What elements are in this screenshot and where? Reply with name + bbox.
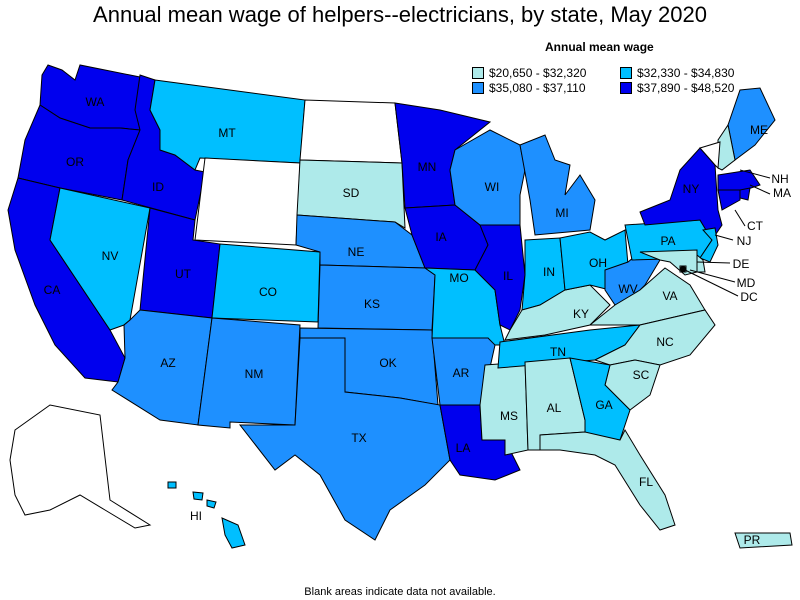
state-ky (504, 284, 611, 341)
state-label-tn: TN (550, 345, 566, 359)
state-label-wi: WI (485, 180, 500, 194)
state-label-nj: NJ (737, 234, 752, 248)
state-label-ct: CT (747, 219, 764, 233)
state-label-pr: PR (744, 533, 761, 547)
state-label-ma: MA (773, 186, 791, 200)
state-label-ms: MS (500, 409, 518, 423)
legend-item-2: $32,330 - $34,830 (620, 66, 734, 80)
footnote: Blank areas indicate data not available. (304, 586, 496, 598)
legend-title: Annual mean wage (545, 40, 654, 54)
state-label-sd: SD (343, 186, 360, 200)
state-hi-island-3 (206, 499, 217, 509)
state-label-oh: OH (589, 256, 607, 270)
state-label-ok: OK (379, 356, 396, 370)
legend-item-1: $20,650 - $32,320 (472, 66, 586, 80)
map-title: Annual mean wage of helpers--electrician… (93, 2, 707, 27)
state-label-dc: DC (740, 290, 758, 304)
state-tx (238, 337, 451, 541)
legend-swatch-2 (620, 67, 632, 79)
state-sd (296, 159, 406, 229)
state-label-nv: NV (102, 249, 119, 263)
state-label-id: ID (152, 180, 164, 194)
dc-marker (680, 266, 686, 272)
state-label-in: IN (543, 265, 555, 279)
state-label-il: IL (503, 269, 513, 283)
state-label-ca: CA (44, 283, 61, 297)
state-ny (639, 147, 723, 241)
state-label-ia: IA (435, 230, 446, 244)
state-label-md: MD (737, 276, 756, 290)
state-mi (519, 134, 596, 236)
state-ak (9, 404, 152, 529)
state-label-ut: UT (175, 267, 192, 281)
state-il (474, 224, 526, 331)
state-label-az: AZ (160, 356, 175, 370)
legend-label-2: $32,330 - $34,830 (637, 66, 735, 80)
state-label-nm: NM (245, 367, 264, 381)
state-wy (194, 157, 301, 246)
state-hi-island-1 (167, 481, 177, 489)
state-hi-island-2 (192, 491, 204, 501)
state-wi (449, 129, 526, 226)
state-label-wv: WV (618, 282, 637, 296)
state-label-me: ME (750, 123, 768, 137)
state-label-ga: GA (595, 398, 612, 412)
legend-swatch-4 (620, 82, 632, 94)
state-label-mi: MI (555, 206, 568, 220)
state-ri (739, 187, 751, 201)
state-hi (221, 517, 246, 549)
state-label-nc: NC (656, 335, 674, 349)
state-label-tx: TX (351, 431, 366, 445)
state-fl (539, 428, 676, 531)
state-label-mo: MO (449, 271, 468, 285)
state-co (211, 243, 321, 323)
state-label-de: DE (733, 257, 750, 271)
state-ct (717, 189, 741, 211)
state-label-mt: MT (218, 126, 236, 140)
legend-label-4: $37,890 - $48,520 (637, 81, 735, 95)
state-label-co: CO (259, 285, 277, 299)
state-label-ky: KY (573, 307, 589, 321)
state-nm (197, 317, 301, 429)
state-label-hi: HI (190, 509, 202, 523)
state-label-va: VA (662, 289, 677, 303)
state-label-la: LA (456, 441, 471, 455)
state-label-pa: PA (660, 234, 675, 248)
legend-label-1: $20,650 - $32,320 (489, 66, 587, 80)
legend-swatch-1 (472, 67, 484, 79)
legend-item-3: $35,080 - $37,110 (472, 81, 586, 95)
legend-swatch-3 (472, 82, 484, 94)
state-label-sc: SC (633, 368, 650, 382)
state-label-ar: AR (453, 366, 470, 380)
state-label-nh: NH (771, 172, 788, 186)
state-ga (569, 357, 631, 441)
state-pr (734, 532, 793, 549)
legend-label-3: $35,080 - $37,110 (489, 81, 586, 95)
state-label-or: OR (66, 155, 84, 169)
state-vt (699, 141, 721, 170)
state-nd (299, 99, 403, 164)
state-label-mn: MN (418, 160, 437, 174)
state-label-ks: KS (364, 297, 380, 311)
state-label-ne: NE (348, 245, 365, 259)
state-label-al: AL (547, 401, 562, 415)
state-label-ny: NY (683, 182, 700, 196)
state-label-fl: FL (639, 475, 653, 489)
state-label-wa: WA (86, 95, 105, 109)
legend-item-4: $37,890 - $48,520 (620, 81, 734, 95)
